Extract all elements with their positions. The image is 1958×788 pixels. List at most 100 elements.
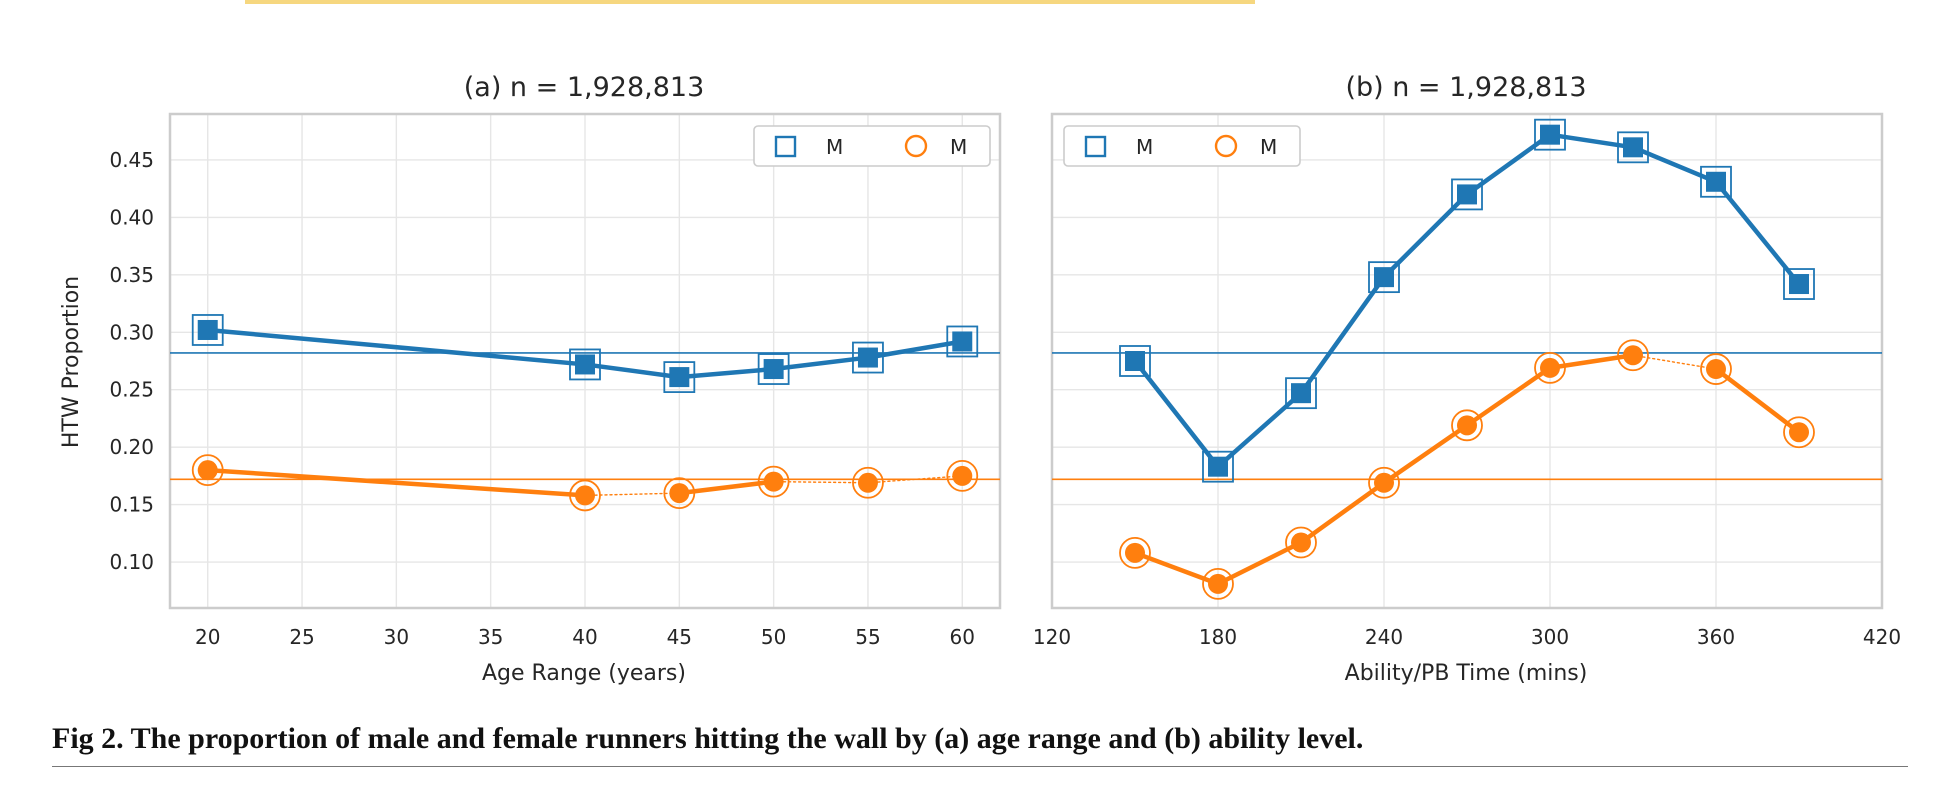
female-marker-outline [852,466,884,499]
male-data-point [1457,184,1477,205]
male-marker-outline [1119,345,1151,377]
panel-b-title: (b) n = 1,928,813 [1345,72,1586,103]
series-segment [205,327,588,367]
y-tick-label: 0.30 [109,320,154,344]
series-segment [1713,366,1802,435]
x-tick-label: 30 [384,625,409,649]
x-tick-label: 240 [1365,625,1403,649]
male-data-point [1374,267,1394,288]
female-data-point [1291,532,1311,553]
male-data-point [763,359,784,380]
female-marker-outline [1451,409,1483,442]
female-data-point [763,471,784,492]
female-marker-outline [1617,339,1649,372]
y-tick-label: 0.35 [109,263,154,287]
y-tick-label: 0.15 [109,493,154,517]
series-segment [1464,365,1553,428]
female-data-point [1208,573,1228,594]
female-marker-outline [663,477,696,510]
panel-b-x-axis-label: Ability/PB Time (mins) [1345,661,1588,686]
x-tick-label: 420 [1863,625,1901,649]
male-marker-outline [852,341,884,374]
x-tick-label: 25 [289,625,314,649]
male-data-point [1789,274,1809,295]
male-marker-outline [1368,261,1400,294]
legend-female-circle-icon [904,134,928,158]
series-segment [1713,179,1802,287]
male-marker-outline [1783,268,1815,300]
female-data-point [197,460,218,481]
x-tick-label: 180 [1199,625,1237,649]
panel-a-title: (a) n = 1,928,813 [464,72,705,103]
male-marker-outline [1617,131,1649,164]
female-data-point [1125,542,1145,563]
female-marker-outline [569,479,601,512]
plot-frame [1050,112,1884,610]
female-data-point [1623,345,1643,366]
figure-caption: Fig 2. The proportion of male and female… [52,722,1364,755]
x-tick-label: 50 [761,625,786,649]
x-tick-label: 40 [572,625,597,649]
panel-b-plot: 120 180 240 300 360 420 M M [1033,112,1901,649]
series-segment [1381,192,1470,280]
legend-label: M [826,135,843,159]
series-segment [1215,540,1304,587]
female-marker-outline [1285,526,1317,559]
y-axis-label: HTW Proportion [59,276,84,448]
male-marker-outline [1534,118,1566,151]
female-data-point [575,485,595,506]
female-marker-outline [946,459,979,492]
male-data-point [1291,383,1311,404]
series-segment [1547,353,1636,371]
male-data-point [952,331,973,352]
x-tick-label: 20 [195,625,220,649]
y-tick-label: 0.20 [109,435,154,459]
figure-canvas: HTW Proportion (a) n = 1,928,813 (b) n =… [59,72,1901,686]
legend-label: M [1136,135,1153,159]
male-data-point [1540,124,1560,145]
series-segment [1215,390,1304,469]
x-tick-label: 35 [478,625,503,649]
series-segment [1132,550,1221,587]
female-data-point [857,472,878,493]
male-data-point [1208,456,1228,477]
legend-label: M [1260,135,1277,159]
female-data-point [669,483,690,504]
legend-box [753,125,991,167]
male-marker-outline [946,325,979,358]
male-data-point [197,319,218,340]
male-data-point [669,367,690,388]
male-data-point [1125,351,1145,371]
female-data-point [1374,472,1394,493]
y-tick-label: 0.45 [109,148,154,172]
x-tick-label: 60 [950,625,975,649]
male-data-point [575,354,595,375]
legend-label: M [950,135,967,159]
female-marker-outline [1534,351,1566,384]
series-segment-dotted [1632,354,1717,370]
female-data-point [1540,357,1560,378]
top-highlight-band [245,0,1255,4]
male-marker-outline [757,353,790,385]
female-marker-outline [757,465,790,498]
female-marker-outline [1119,536,1151,569]
series-segment [1630,145,1719,185]
female-data-point [1706,359,1726,380]
x-tick-label: 360 [1697,625,1735,649]
legend-female-circle-icon [1214,134,1238,158]
male-marker-outline [1700,165,1732,198]
series-segment [1132,358,1221,469]
series-segment [205,467,588,498]
male-marker-outline [663,361,696,393]
male-data-point [1706,171,1726,192]
female-data-point [1457,415,1477,436]
plot-frame [168,112,1002,610]
male-marker-outline [1451,178,1483,211]
x-tick-label: 120 [1033,625,1071,649]
female-marker-outline [1368,466,1400,499]
y-tick-label: 0.40 [109,205,154,229]
female-marker-outline [1202,567,1234,600]
male-marker-outline [569,348,601,381]
male-data-point [857,347,878,368]
legend-box [1063,125,1301,167]
